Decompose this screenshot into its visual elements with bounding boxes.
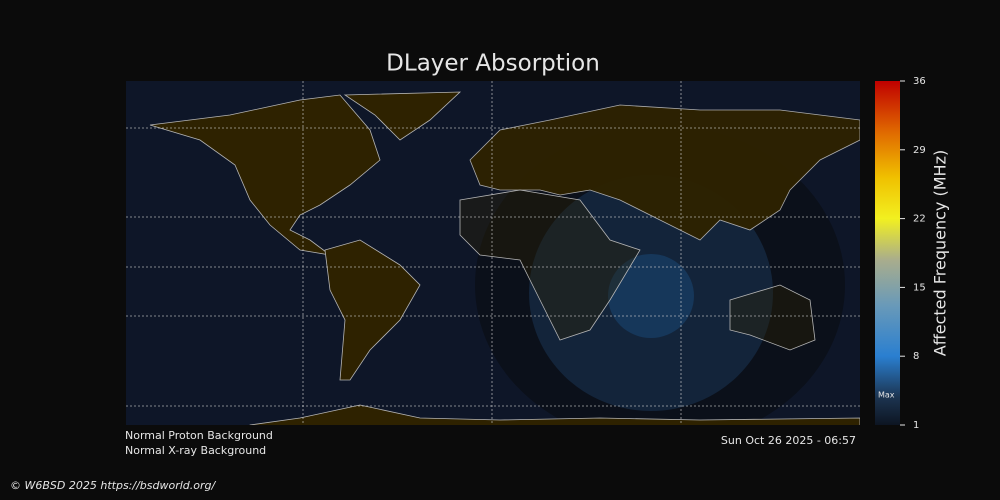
colorbar-tick-label: 1 — [913, 420, 919, 431]
colorbar — [875, 81, 900, 425]
colorbar-tick-label: 8 — [913, 351, 919, 362]
status-line: Normal X-ray Background — [125, 444, 266, 457]
colorbar-tick-label: 22 — [913, 214, 926, 225]
colorbar-tick-label: 29 — [913, 145, 926, 156]
colorbar-marker: Max — [878, 391, 895, 400]
map — [126, 81, 860, 425]
timestamp: Sun Oct 26 2025 - 06:57 — [721, 434, 856, 447]
colorbar-tick-label: 36 — [913, 76, 926, 87]
status-line: Normal Proton Background — [125, 429, 273, 442]
credit: © W6BSD 2025 https://bsdworld.org/ — [10, 479, 217, 492]
colorbar-label: Affected Frequency (MHz) — [931, 150, 950, 356]
colorbar-tick-label: 15 — [913, 282, 926, 293]
map-title: DLayer Absorption — [386, 51, 600, 77]
